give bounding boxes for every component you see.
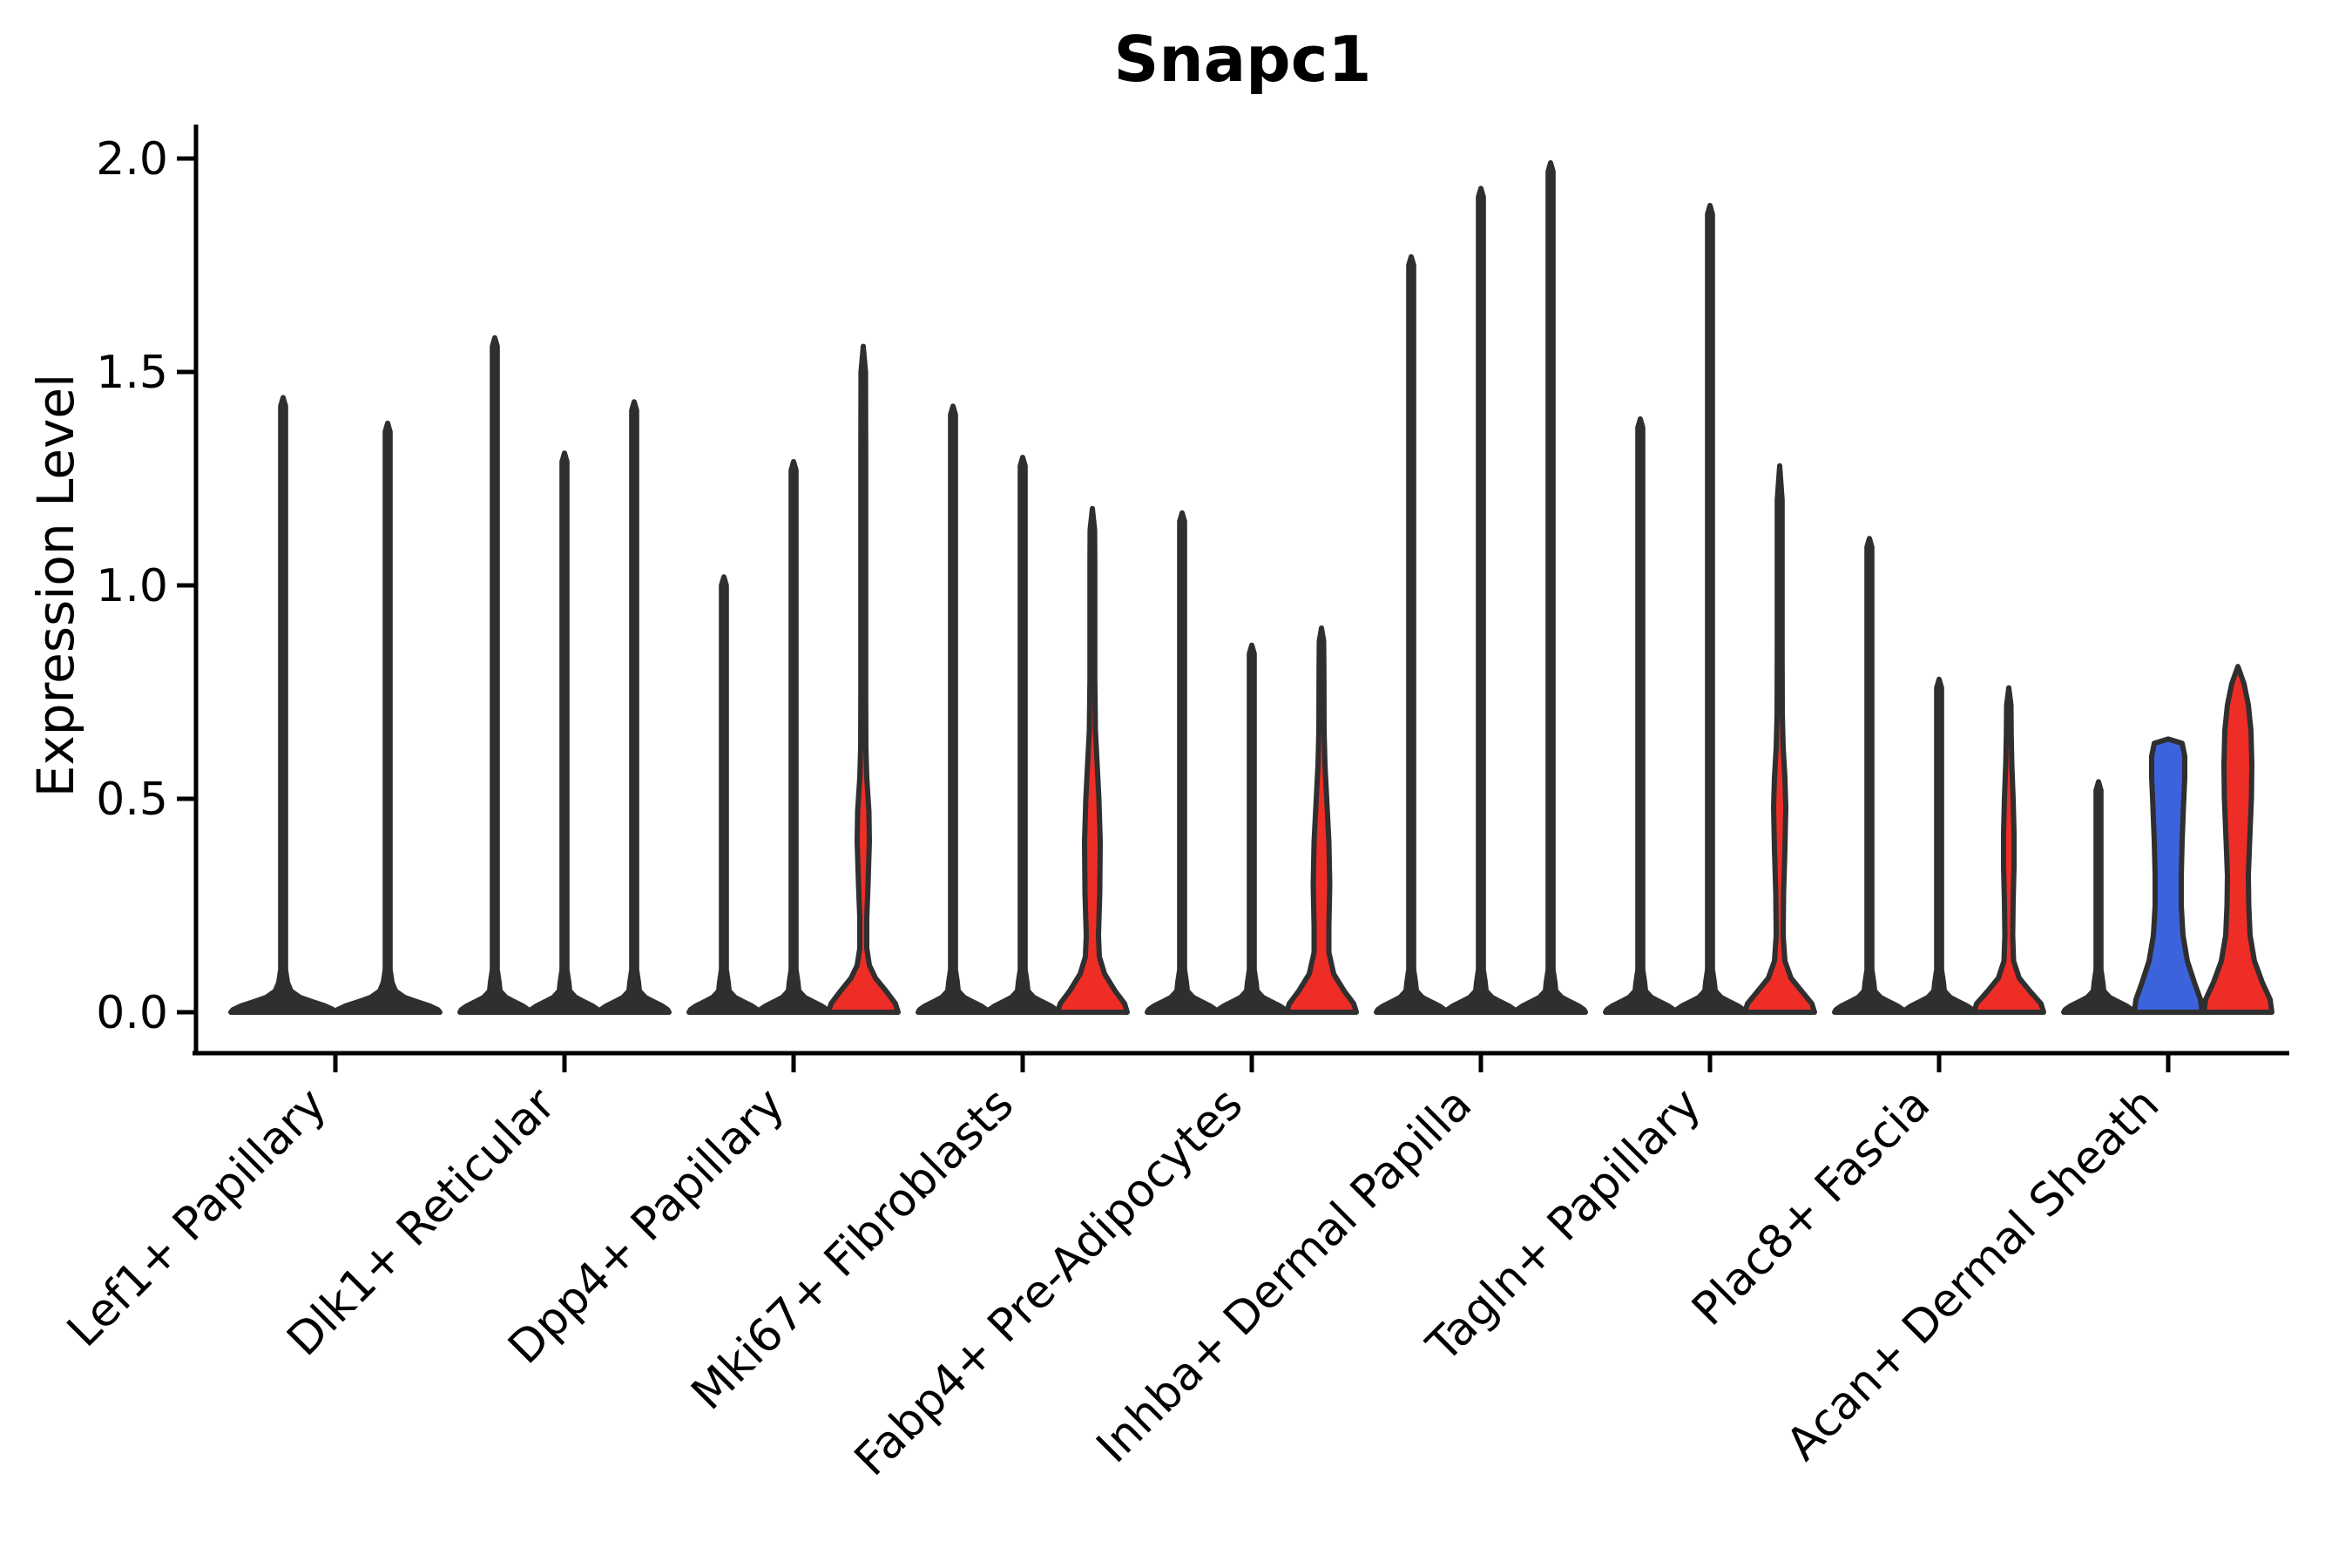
violin-spike [1902, 676, 1977, 1015]
y-tick-label: 1.0 [96, 560, 168, 612]
violin-red [2201, 664, 2274, 1015]
violin-red [1971, 685, 2046, 1015]
violin-spike [1214, 642, 1289, 1015]
x-tick-label: Fabp4+ Pre-Adipocytes [845, 1078, 1253, 1486]
violin-spike [1832, 536, 1907, 1015]
y-tick-label: 0.5 [96, 774, 168, 826]
violin-spike [527, 450, 602, 1015]
violin-spike [333, 420, 443, 1015]
y-tick-label: 2.0 [96, 133, 168, 186]
y-axis-label: Expression Level [26, 373, 85, 798]
y-tick-label: 1.5 [96, 347, 168, 399]
violin-spike [985, 455, 1060, 1015]
violin-blue [2132, 736, 2205, 1015]
violin-spike [1374, 253, 1449, 1015]
violin-spike [916, 403, 990, 1015]
x-tick-label: Acan+ Dermal Sheath [1777, 1078, 2170, 1471]
chart-title: Snapc1 [1113, 23, 1372, 96]
violin-red [1055, 505, 1130, 1015]
violin-spike [1145, 510, 1220, 1015]
violin-spike [1603, 416, 1678, 1015]
violin-spike [1513, 159, 1588, 1015]
violin-spike [2061, 779, 2136, 1015]
violin-spike [457, 335, 532, 1015]
violin-spike [1673, 202, 1747, 1015]
violin-red [826, 343, 901, 1015]
y-tick-label: 0.0 [96, 987, 168, 1039]
violin-spike [597, 399, 672, 1015]
violin-spike [228, 395, 338, 1015]
violin-spike [1443, 186, 1518, 1015]
violin-spike [686, 574, 761, 1015]
violin-spike [756, 458, 831, 1015]
violin-red [1742, 463, 1817, 1015]
x-tick-label: Inhba+ Dermal Papilla [1087, 1078, 1482, 1473]
violin-red [1284, 625, 1359, 1015]
x-tick-label: Plac8+ Fascia [1682, 1078, 1940, 1336]
